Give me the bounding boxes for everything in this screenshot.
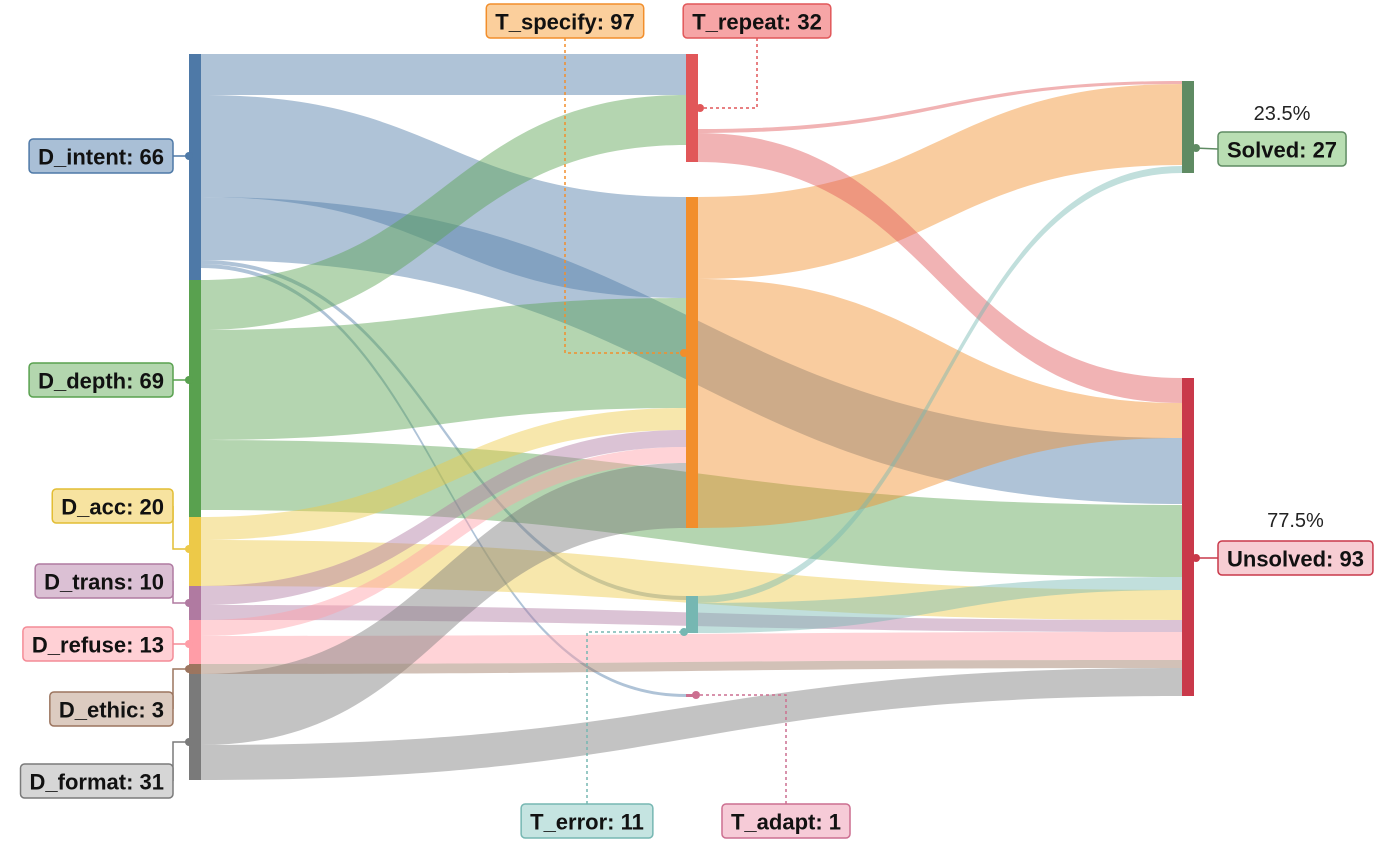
link-d-acc-to-t-specify (201, 408, 686, 540)
label-text-d-intent: D_intent: 66 (38, 145, 164, 170)
leader-t-adapt (696, 694, 787, 804)
node-d-refuse (189, 620, 201, 664)
label-box-d-intent (28, 138, 174, 174)
link-t-specify-to-solved (698, 84, 1182, 279)
link-d-acc-to-unsolved (201, 540, 1182, 620)
node-d-trans (189, 586, 201, 620)
link-t-repeat-to-solved (698, 81, 1182, 133)
anchor-dot-d-format (185, 738, 193, 746)
label-text-d-refuse: D_refuse: 13 (32, 633, 164, 658)
label-text-unsolved: Unsolved: 93 (1227, 547, 1364, 572)
links-layer (201, 54, 1182, 780)
label-text-d-trans: D_trans: 10 (44, 570, 164, 595)
leader-d-ethic (172, 668, 189, 709)
link-d-format-to-t-specify (201, 463, 686, 745)
label-d-acc: D_acc: 20 (51, 488, 174, 524)
label-box-d-format (19, 763, 174, 799)
leader-t-specify (564, 38, 686, 354)
label-text-t-error: T_error: 11 (530, 810, 644, 835)
node-t-repeat (686, 54, 698, 162)
label-d-ethic: D_ethic: 3 (49, 691, 174, 727)
node-d-acc (189, 517, 201, 586)
link-d-ethic-to-unsolved (201, 660, 1182, 674)
anchor-dot-solved (1192, 144, 1200, 152)
link-t-repeat-to-unsolved (698, 133, 1182, 403)
label-text-d-format: D_format: 31 (30, 770, 164, 795)
anchor-dot-d-refuse (185, 640, 193, 648)
node-d-format (189, 674, 201, 780)
labels-layer: D_intent: 66 D_depth: 69 D_acc: 20 D_trans:… (19, 3, 1374, 839)
link-d-trans-to-t-specify (201, 430, 686, 605)
anchor-dot-t-error (680, 628, 688, 636)
label-text-d-acc: D_acc: 20 (61, 495, 164, 520)
label-text-solved: Solved: 27 (1227, 138, 1337, 163)
node-t-error (686, 596, 698, 633)
link-d-intent-to-t-repeat (201, 54, 686, 95)
link-t-specify-to-unsolved (698, 279, 1182, 528)
leader-d-format (172, 741, 189, 781)
anchor-dot-t-repeat (696, 104, 704, 112)
link-d-refuse-to-t-specify (201, 447, 686, 636)
label-text-t-adapt: T_adapt: 1 (731, 810, 841, 835)
label-box-d-depth (28, 362, 174, 398)
link-d-intent-to-t-adapt (201, 264, 686, 697)
label-t-error: T_error: 11 (520, 803, 654, 839)
label-box-t-specify (485, 3, 645, 39)
link-d-refuse-to-unsolved (201, 632, 1182, 664)
label-box-t-error (520, 803, 654, 839)
node-unsolved (1182, 378, 1194, 696)
node-d-ethic (189, 664, 201, 674)
link-d-intent-to-t-specify (201, 95, 686, 298)
percent-solved: 23.5% (1254, 103, 1311, 125)
link-t-error-to-solved (698, 166, 1182, 603)
leader-d-acc (172, 506, 189, 550)
label-text-d-depth: D_depth: 69 (38, 369, 164, 394)
label-unsolved: Unsolved: 93 (1217, 540, 1374, 576)
label-text-t-repeat: T_repeat: 32 (692, 10, 822, 35)
label-box-solved (1217, 131, 1347, 167)
label-solved: Solved: 27 (1217, 131, 1347, 167)
nodes-layer (189, 54, 1194, 780)
label-box-d-refuse (22, 626, 174, 662)
label-box-unsolved (1217, 540, 1374, 576)
anchor-dot-d-trans (185, 599, 193, 607)
label-d-depth: D_depth: 69 (28, 362, 174, 398)
label-box-t-adapt (721, 803, 851, 839)
leader-d-trans (172, 581, 189, 604)
node-t-specify (686, 197, 698, 528)
label-text-d-ethic: D_ethic: 3 (59, 698, 164, 723)
label-box-d-trans (34, 563, 174, 599)
label-d-format: D_format: 31 (19, 763, 174, 799)
anchor-dot-d-depth (185, 376, 193, 384)
anchor-dot-d-ethic (185, 665, 193, 673)
link-t-error-to-unsolved (698, 577, 1182, 633)
anchor-dot-d-acc (185, 545, 193, 553)
label-t-specify: T_specify: 97 (485, 3, 645, 39)
label-d-intent: D_intent: 66 (28, 138, 174, 174)
label-t-repeat: T_repeat: 32 (682, 3, 832, 39)
leader-t-repeat (698, 38, 758, 109)
node-d-depth (189, 280, 201, 517)
label-text-t-specify: T_specify: 97 (495, 10, 634, 35)
node-solved (1182, 81, 1194, 173)
anchor-dot-unsolved (1192, 554, 1200, 562)
label-d-refuse: D_refuse: 13 (22, 626, 174, 662)
label-box-d-ethic (49, 691, 174, 727)
anchor-dot-t-specify (680, 349, 688, 357)
label-t-adapt: T_adapt: 1 (721, 803, 851, 839)
percent-unsolved: 77.5% (1267, 510, 1324, 532)
anchor-dot-d-intent (185, 152, 193, 160)
anchor-dot-t-adapt (692, 691, 700, 699)
label-d-trans: D_trans: 10 (34, 563, 174, 599)
node-t-adapt (686, 694, 698, 697)
node-d-intent (189, 54, 201, 280)
link-d-format-to-unsolved (201, 668, 1182, 780)
leader-t-error (586, 631, 684, 804)
label-box-d-acc (51, 488, 174, 524)
link-d-intent-to-t-error (201, 260, 686, 600)
label-box-t-repeat (682, 3, 832, 39)
